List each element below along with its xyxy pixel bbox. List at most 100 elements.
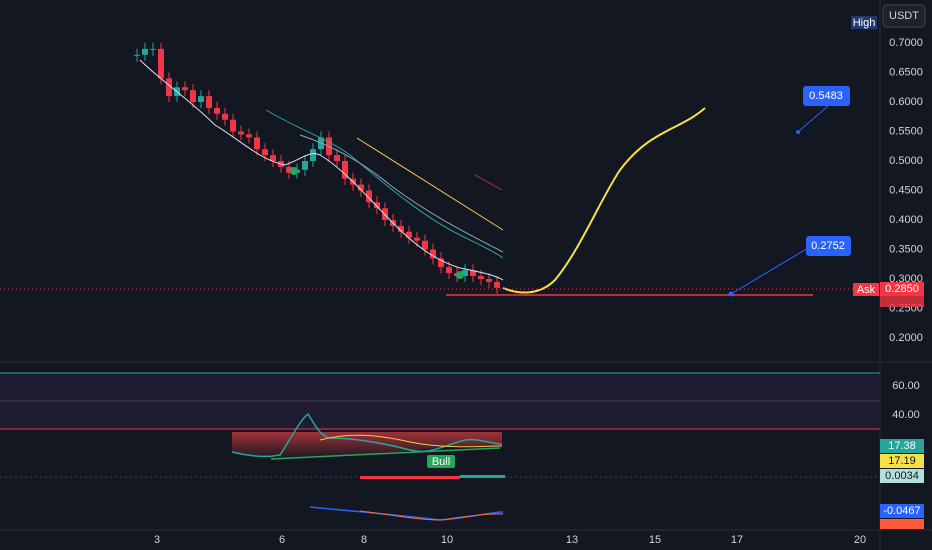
upper-target: 0.5483 (809, 90, 843, 102)
value-tag (880, 454, 924, 468)
candle (462, 270, 468, 277)
candle (398, 225, 404, 232)
macd (309, 506, 504, 521)
price-tick-label: 0.6500 (889, 66, 923, 78)
candle (494, 281, 500, 288)
price-tick-label: 0.2000 (889, 332, 923, 344)
time-label: 13 (566, 534, 578, 546)
price-tick-label: 0.6000 (889, 96, 923, 108)
candle (422, 240, 428, 250)
value-tag (880, 469, 924, 483)
divergence-line (270, 447, 501, 460)
candle (342, 161, 348, 179)
currency[interactable]: USDT (889, 10, 919, 22)
callout-dot (796, 130, 800, 134)
candle (254, 137, 260, 150)
candle (406, 231, 412, 238)
candle (478, 276, 484, 279)
callout-line (730, 247, 809, 295)
momentum-bars (460, 475, 505, 478)
candle (262, 149, 268, 156)
candle (286, 166, 292, 173)
price-tag (880, 296, 924, 307)
time-label: 10 (441, 534, 453, 546)
callout-line (797, 105, 829, 133)
candle (302, 161, 308, 170)
ask-label: Ask (857, 284, 876, 296)
value-d: -0.0467 (883, 505, 920, 517)
currency-button[interactable] (882, 4, 926, 28)
value-tag (880, 439, 924, 453)
callout-box (806, 236, 851, 256)
candle (214, 107, 220, 114)
scale-mode: High (853, 17, 876, 29)
price-tick-label: 0.5500 (889, 125, 923, 137)
rsi-high: 60.00 (892, 380, 920, 392)
candle (222, 113, 228, 120)
price-tick-label: 0.3000 (889, 273, 923, 285)
candle (134, 54, 140, 56)
projection-curve (502, 107, 706, 294)
momentum-bars (360, 476, 460, 479)
rsi-ma (319, 434, 503, 448)
candle (142, 48, 148, 55)
rsi-low: 40.00 (892, 409, 920, 421)
candle (158, 48, 164, 79)
rsi-area (232, 432, 502, 458)
value-tag (880, 504, 924, 518)
callout-box (803, 86, 850, 106)
time-label: 15 (649, 534, 661, 546)
candle (430, 249, 436, 259)
candle (246, 134, 252, 138)
macd-signal (359, 510, 504, 521)
lower-target: 0.2752 (811, 240, 845, 252)
price-tick-label: 0.4000 (889, 214, 923, 226)
candle (310, 149, 316, 161)
trend-line (356, 137, 504, 231)
price-tick-label: 0.3500 (889, 243, 923, 255)
callout-dot (728, 291, 734, 297)
candle (206, 96, 212, 108)
time-label: 20 (854, 534, 866, 546)
trend-line (474, 174, 503, 191)
candle (374, 202, 380, 209)
price-tick-label: 0.4500 (889, 184, 923, 196)
price-tick-label: 0.7000 (889, 37, 923, 49)
time-label: 3 (154, 534, 160, 546)
ma-slow (265, 109, 504, 259)
time-label: 8 (361, 534, 367, 546)
ma-fast (139, 59, 504, 281)
ma-mid (299, 134, 504, 253)
candle (446, 267, 452, 274)
candle (190, 90, 196, 102)
candle (150, 48, 156, 50)
value-a: 17.38 (888, 440, 916, 452)
ask-price-tag (880, 282, 924, 296)
candle (182, 87, 188, 91)
value-tag (880, 519, 924, 529)
candle (230, 119, 236, 132)
time-label: 17 (731, 534, 743, 546)
candle (366, 190, 372, 203)
candle (270, 155, 276, 161)
price-tick-label: 0.5000 (889, 155, 923, 167)
time-label: 6 (279, 534, 285, 546)
candle (334, 155, 340, 161)
bull-tag (427, 455, 455, 468)
ask-tag (853, 283, 879, 296)
high-tag (851, 16, 877, 29)
candle (414, 237, 420, 241)
bull-signal: Bull (432, 456, 450, 468)
candle (238, 131, 244, 135)
candle (438, 258, 444, 268)
signal-dot (456, 271, 464, 279)
ask-price: 0.2850 (885, 283, 919, 295)
value-c: 0.0034 (885, 470, 919, 482)
value-b: 17.19 (888, 455, 916, 467)
candle (358, 184, 364, 191)
time-axis: 3 6 8 10 13 15 17 20 (154, 534, 866, 546)
candle (166, 78, 172, 97)
candle (486, 279, 492, 282)
signal-dot (290, 167, 298, 175)
